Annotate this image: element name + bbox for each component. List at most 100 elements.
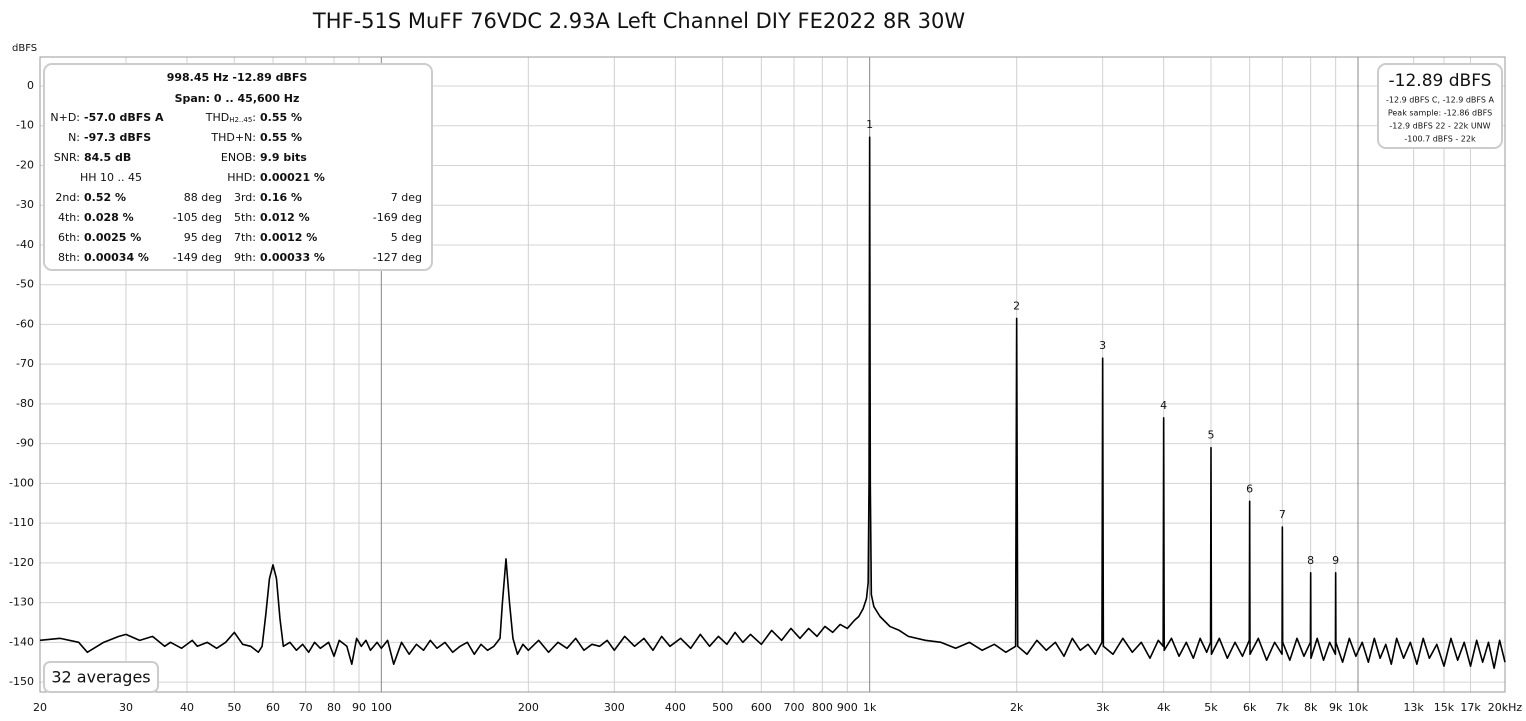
info-value: -97.3 dBFS — [84, 131, 151, 144]
x-tick-label: 90 — [352, 701, 366, 714]
harmonic-marker: 9 — [1332, 554, 1339, 567]
info-label-main: THD — [205, 111, 229, 124]
x-tick-label: 20 — [33, 701, 47, 714]
harmonic-level: 0.0025 % — [84, 231, 141, 244]
y-tick-label: -50 — [16, 278, 34, 291]
y-tick-label: -140 — [9, 635, 34, 648]
y-tick-label: -100 — [9, 476, 34, 489]
y-tick-label: -20 — [16, 158, 34, 171]
info-span: Span: 0 .. 45,600 Hz — [175, 92, 300, 105]
harmonic-marker: 8 — [1307, 554, 1314, 567]
y-tick-label: -130 — [9, 596, 34, 609]
harmonic-phase: 7 deg — [391, 191, 422, 204]
averages-frame — [43, 661, 159, 693]
y-tick-label: -110 — [9, 516, 34, 529]
x-tick-label: 17k — [1460, 701, 1481, 714]
x-tick-label: 600 — [751, 701, 772, 714]
x-tick-label: 4k — [1157, 701, 1171, 714]
spectrum-line — [39, 136, 1506, 669]
y-tick-label: -10 — [16, 119, 34, 132]
harmonic-marker: 2 — [1013, 299, 1020, 312]
y-tick-label: -60 — [16, 317, 34, 330]
level-line: -12.9 dBFS 22 - 22k UNW — [1389, 122, 1490, 131]
harmonic-marker: 4 — [1160, 399, 1167, 412]
x-tick-label: 3k — [1096, 701, 1110, 714]
harmonic-phase: 88 deg — [184, 191, 222, 204]
harmonic-level: 0.028 % — [84, 211, 134, 224]
y-tick-label: -40 — [16, 238, 34, 251]
y-tick-label: -30 — [16, 198, 34, 211]
info-label-sub: H2..45 — [229, 116, 252, 124]
x-tick-label: 10k — [1348, 701, 1369, 714]
x-tick-label: 900 — [837, 701, 858, 714]
y-tick-label: -120 — [9, 556, 34, 569]
harmonic-marker: 1 — [866, 118, 873, 131]
x-tick-label: 200 — [518, 701, 539, 714]
info-value: 0.00021 % — [260, 171, 325, 184]
harmonic-label: 4th: — [58, 211, 80, 224]
harmonic-label: 3rd: — [234, 191, 256, 204]
x-tick-label: 9k — [1329, 701, 1343, 714]
harmonic-level: 0.16 % — [260, 191, 302, 204]
averages-label: 32 averages — [51, 668, 150, 687]
y-tick-label: -150 — [9, 675, 34, 688]
harmonic-label: 2nd: — [55, 191, 80, 204]
level-line: -100.7 dBFS - 22k — [1404, 135, 1476, 144]
info-label: N+D: — [50, 111, 80, 124]
x-tick-label: 80 — [327, 701, 341, 714]
harmonic-marker: 6 — [1246, 482, 1253, 495]
x-tick-label: 2k — [1010, 701, 1024, 714]
x-tick-label: 15k — [1434, 701, 1455, 714]
level-reading: -12.89 dBFS — [1389, 71, 1492, 91]
x-tick-label: 5k — [1204, 701, 1218, 714]
info-label: THD+N: — [210, 131, 256, 144]
x-tick-label: 300 — [604, 701, 625, 714]
plot-frame — [39, 56, 1506, 693]
x-tick-label: 800 — [812, 701, 833, 714]
y-tick-label: -80 — [16, 397, 34, 410]
info-value: 9.9 bits — [260, 151, 307, 164]
harmonic-label: 7th: — [234, 231, 256, 244]
harmonic-phase: -127 deg — [373, 251, 422, 264]
harmonic-label: 5th: — [234, 211, 256, 224]
x-tick-label: 40 — [180, 701, 194, 714]
x-tick-label: 6k — [1243, 701, 1257, 714]
level-panel: -12.89 dBFS -12.9 dBFS C, -12.9 dBFS A P… — [1377, 63, 1503, 149]
harmonic-marker: 3 — [1099, 339, 1106, 352]
harmonic-level: 0.00033 % — [260, 251, 325, 264]
harmonic-phase: 95 deg — [184, 231, 222, 244]
level-line: -12.9 dBFS C, -12.9 dBFS A — [1386, 96, 1494, 105]
y-tick-label: 0 — [27, 79, 34, 92]
info-label: HHD: — [227, 171, 256, 184]
info-value: -57.0 dBFS A — [84, 111, 164, 124]
x-tick-label: 30 — [119, 701, 133, 714]
harmonic-marker: 7 — [1279, 508, 1286, 521]
x-tick-label: 700 — [784, 701, 805, 714]
info-label: HH 10 .. 45 — [80, 171, 142, 184]
y-tick-label: -70 — [16, 357, 34, 370]
info-header: 998.45 Hz -12.89 dBFS — [167, 71, 308, 84]
info-label: SNR: — [54, 151, 80, 164]
chart-title: THF-51S MuFF 76VDC 2.93A Left Channel DI… — [312, 9, 965, 33]
x-tick-label: 70 — [299, 701, 313, 714]
x-tick-label: 13k — [1403, 701, 1424, 714]
harmonic-marker: 5 — [1207, 429, 1214, 442]
trace-layer: 1 2 3 4 5 6 7 8 9 — [39, 118, 1506, 669]
harmonic-phase: -105 deg — [173, 211, 222, 224]
info-label: THDH2..45: — [205, 111, 256, 124]
info-label: ENOB: — [221, 151, 256, 164]
x-tick-label: 50 — [227, 701, 241, 714]
harmonic-level: 0.52 % — [84, 191, 126, 204]
harmonic-level: 0.00034 % — [84, 251, 149, 264]
info-value: 84.5 dB — [84, 151, 131, 164]
y-tick-label: -90 — [16, 437, 34, 450]
x-tick-label: 60 — [266, 701, 280, 714]
x-tick-label: 1k — [863, 701, 877, 714]
x-tick-label: 8k — [1304, 701, 1318, 714]
info-label: N: — [68, 131, 80, 144]
info-label-colon: : — [252, 111, 256, 124]
x-tick-label: 100 — [371, 701, 392, 714]
info-value: 0.55 % — [260, 111, 302, 124]
